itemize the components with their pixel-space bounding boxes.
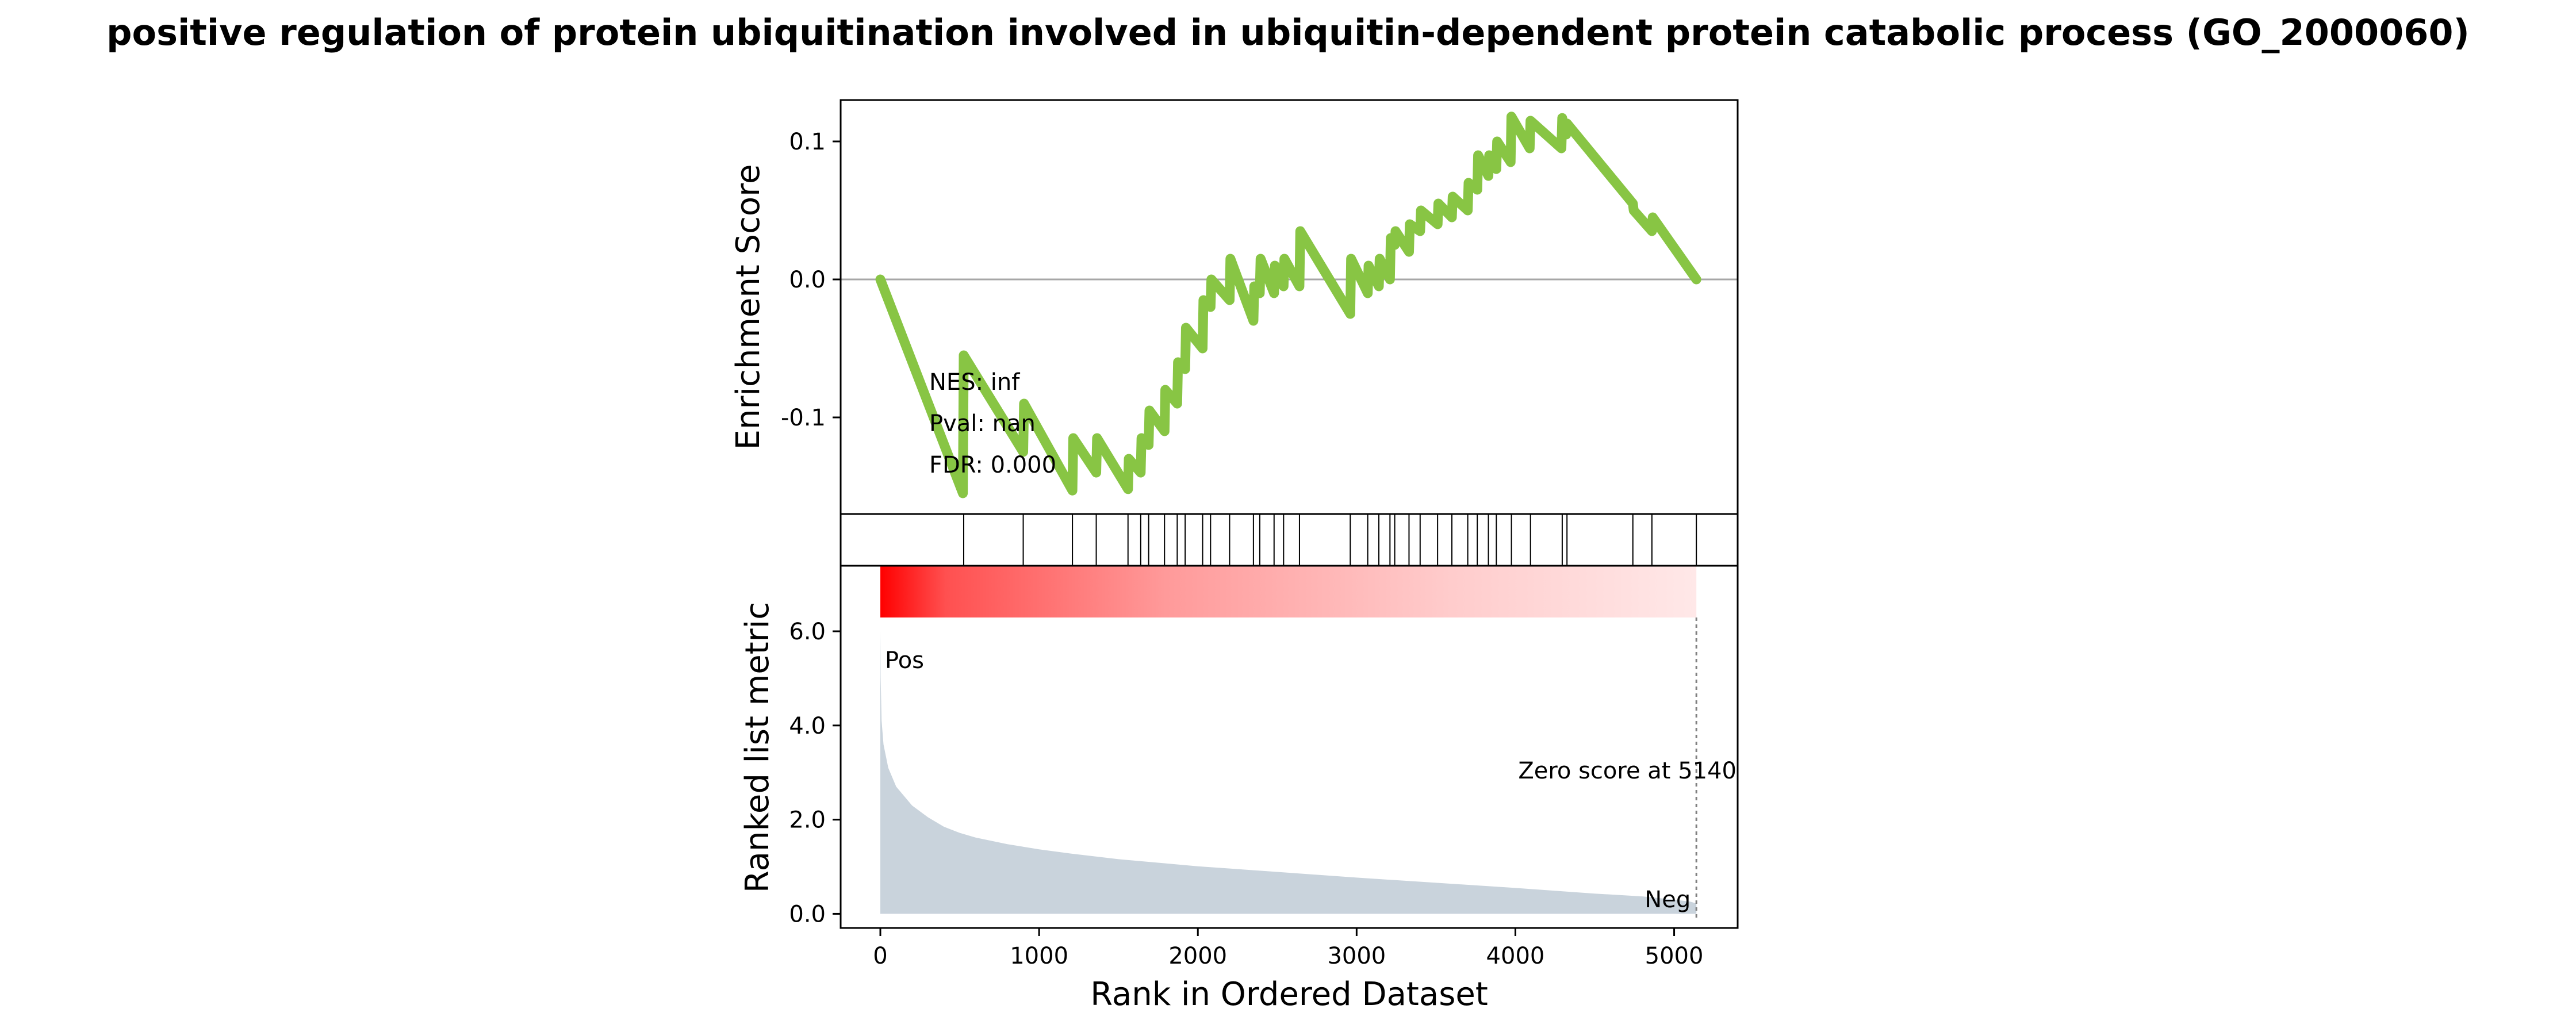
chart-title: positive regulation of protein ubiquitin… bbox=[106, 11, 2470, 53]
zero-score-text: Zero score at 5140 bbox=[1518, 758, 1736, 784]
x-tick-label: 3000 bbox=[1327, 943, 1386, 969]
x-axis-label: Rank in Ordered Dataset bbox=[1090, 976, 1488, 1013]
ranked-y-tick-label: 2.0 bbox=[789, 807, 826, 834]
ranked-y-label: Ranked list metric bbox=[739, 602, 776, 893]
enrichment-y-ticks: 0.1 0.0 -0.1 bbox=[781, 129, 841, 431]
ranked-y-tick-label: 6.0 bbox=[789, 619, 826, 645]
ranked-y-ticks: 0.0 2.0 4.0 6.0 bbox=[789, 619, 841, 927]
enrichment-y-tick-label: 0.0 bbox=[789, 267, 826, 293]
enrichment-score-line bbox=[875, 112, 1701, 498]
rank-gradient-bar bbox=[880, 566, 1697, 617]
nes-stat: NES: inf bbox=[929, 369, 1020, 396]
enrichment-panel: 0.1 0.0 -0.1 NES: inf Pval: nan FDR: 0.000… bbox=[730, 99, 1739, 515]
x-tick-label: 4000 bbox=[1486, 943, 1545, 969]
x-tick-label: 1000 bbox=[1010, 943, 1068, 969]
pval-stat: Pval: nan bbox=[929, 411, 1036, 437]
x-tick-label: 5000 bbox=[1645, 943, 1704, 969]
enrichment-y-label: Enrichment Score bbox=[730, 164, 767, 450]
ranked-x-ticks: 0 1000 2000 3000 4000 5000 bbox=[873, 928, 1703, 969]
enrichment-y-tick-label: 0.1 bbox=[789, 129, 826, 155]
ranked-panel-frame bbox=[839, 565, 1739, 929]
x-tick-label: 2000 bbox=[1168, 943, 1227, 969]
hits-panel-frame bbox=[839, 513, 1739, 567]
ranked-metric-panel: Pos Neg Zero score at 5140 0.02.04.06.0 … bbox=[739, 565, 1739, 1013]
ranked-metric-area bbox=[880, 631, 1697, 914]
ranked-y-tick-label: 4.0 bbox=[789, 713, 826, 739]
ranked-y-tick-label: 0.0 bbox=[789, 901, 826, 927]
pos-label: Pos bbox=[885, 647, 924, 674]
gene-hits bbox=[963, 514, 1697, 566]
fdr-stat: FDR: 0.000 bbox=[929, 452, 1056, 478]
x-tick-label: 0 bbox=[873, 943, 887, 969]
neg-label: Neg bbox=[1644, 887, 1690, 913]
enrichment-y-tick-label: -0.1 bbox=[781, 405, 826, 431]
hits-panel bbox=[839, 513, 1739, 567]
